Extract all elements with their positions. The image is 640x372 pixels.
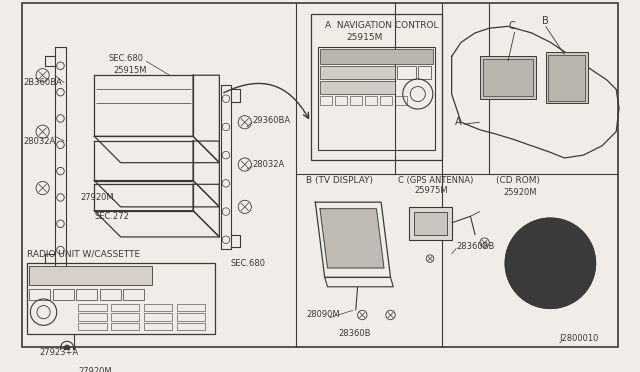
Text: (CD ROM): (CD ROM) (496, 176, 540, 185)
Bar (414, 212, 447, 235)
Circle shape (505, 218, 595, 308)
Text: SEC.680: SEC.680 (108, 54, 143, 63)
Bar (78, 313, 106, 321)
Text: RADIO UNIT W/CASSETTE: RADIO UNIT W/CASSETTE (27, 249, 140, 259)
Text: 27920M: 27920M (78, 367, 112, 372)
Polygon shape (193, 184, 220, 237)
Bar (177, 323, 205, 330)
Bar (410, 207, 452, 240)
Bar (380, 96, 392, 105)
Text: 25920M: 25920M (503, 188, 537, 197)
Text: B: B (542, 16, 548, 26)
Text: 25915M: 25915M (113, 66, 147, 75)
Bar (483, 59, 534, 96)
Circle shape (543, 256, 558, 271)
Text: 2B360BA: 2B360BA (24, 78, 63, 87)
Bar (74, 364, 130, 372)
Text: B (TV DISPLAY): B (TV DISPLAY) (306, 176, 373, 185)
Text: A: A (454, 117, 461, 127)
Circle shape (64, 345, 70, 351)
Text: SEC.272: SEC.272 (94, 212, 129, 221)
Circle shape (548, 260, 553, 266)
Polygon shape (221, 84, 230, 249)
Text: 28032A: 28032A (252, 160, 285, 169)
Bar (320, 81, 396, 94)
Polygon shape (27, 263, 214, 334)
Polygon shape (94, 180, 220, 207)
Polygon shape (94, 184, 193, 211)
Text: J2800010: J2800010 (560, 334, 599, 343)
Text: C (GPS ANTENNA): C (GPS ANTENNA) (398, 176, 474, 185)
Polygon shape (452, 26, 619, 158)
Bar (546, 52, 588, 103)
Bar (27, 263, 214, 334)
Text: 27920M: 27920M (80, 193, 114, 202)
Bar (365, 96, 378, 105)
Bar (320, 96, 332, 105)
Bar (310, 14, 442, 160)
Text: 28360B: 28360B (339, 329, 371, 338)
Bar (396, 96, 408, 105)
Bar (350, 96, 362, 105)
Bar (177, 304, 205, 311)
Polygon shape (318, 47, 435, 150)
Polygon shape (55, 47, 66, 273)
Polygon shape (320, 209, 384, 268)
Bar (78, 323, 106, 330)
Polygon shape (193, 75, 220, 163)
Bar (144, 323, 172, 330)
Bar (480, 57, 536, 99)
Bar (29, 266, 152, 285)
Bar (111, 323, 140, 330)
Bar (397, 66, 416, 79)
Polygon shape (316, 202, 390, 278)
Bar (318, 47, 435, 150)
Polygon shape (94, 137, 220, 163)
Bar (100, 289, 121, 300)
Bar (320, 49, 433, 64)
Polygon shape (94, 141, 193, 180)
Bar (177, 313, 205, 321)
Circle shape (515, 228, 586, 299)
Text: 27923+A: 27923+A (40, 348, 79, 357)
Bar (53, 289, 74, 300)
Polygon shape (94, 211, 220, 237)
Text: 28090M: 28090M (306, 311, 340, 320)
Bar (335, 96, 348, 105)
Bar (144, 304, 172, 311)
Bar (320, 66, 396, 79)
Text: C: C (509, 21, 516, 31)
Bar (76, 289, 97, 300)
Bar (548, 55, 585, 100)
Bar (29, 289, 50, 300)
Text: 25915M: 25915M (346, 33, 383, 42)
Bar (111, 313, 140, 321)
Bar (78, 304, 106, 311)
Text: 29360BA: 29360BA (252, 116, 291, 125)
Bar (124, 289, 144, 300)
Text: 28360BB: 28360BB (456, 242, 495, 251)
Polygon shape (94, 75, 193, 137)
Text: 25975M: 25975M (414, 186, 447, 195)
Bar (144, 313, 172, 321)
Polygon shape (324, 278, 394, 287)
Text: A  NAVIGATION CONTROL: A NAVIGATION CONTROL (324, 21, 438, 30)
Text: 28032A: 28032A (24, 137, 56, 145)
Bar (111, 304, 140, 311)
Bar (418, 66, 431, 79)
Text: SEC.680: SEC.680 (230, 259, 266, 268)
Polygon shape (193, 141, 220, 207)
